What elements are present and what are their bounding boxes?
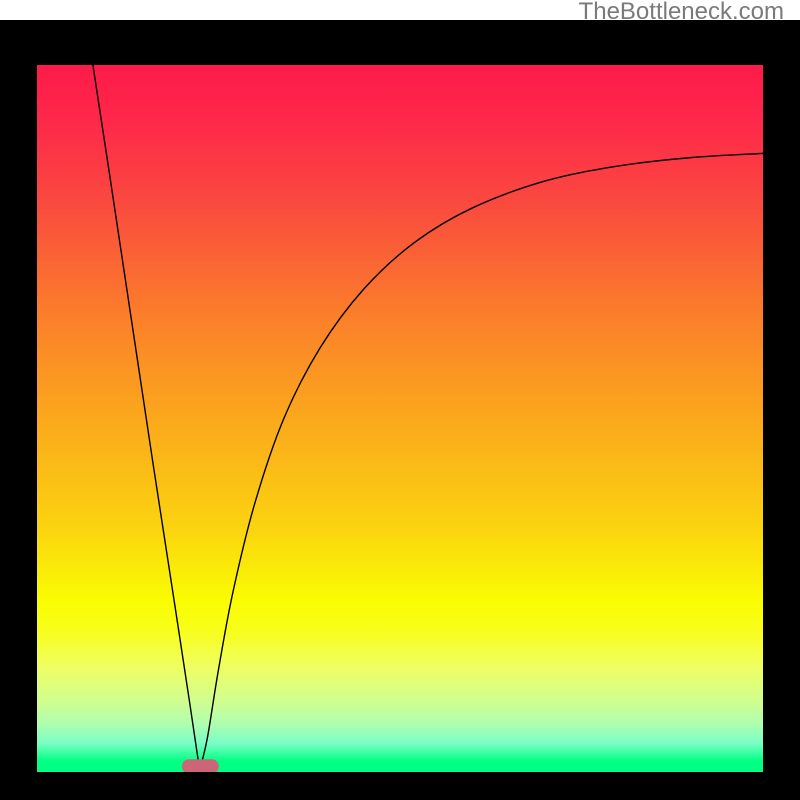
chart-stage: TheBottleneck.com <box>0 0 800 800</box>
curve-path <box>93 65 763 768</box>
plot-area <box>37 65 763 772</box>
min-marker <box>182 760 218 772</box>
plot-frame <box>0 20 800 800</box>
bottleneck-curve <box>37 65 763 772</box>
